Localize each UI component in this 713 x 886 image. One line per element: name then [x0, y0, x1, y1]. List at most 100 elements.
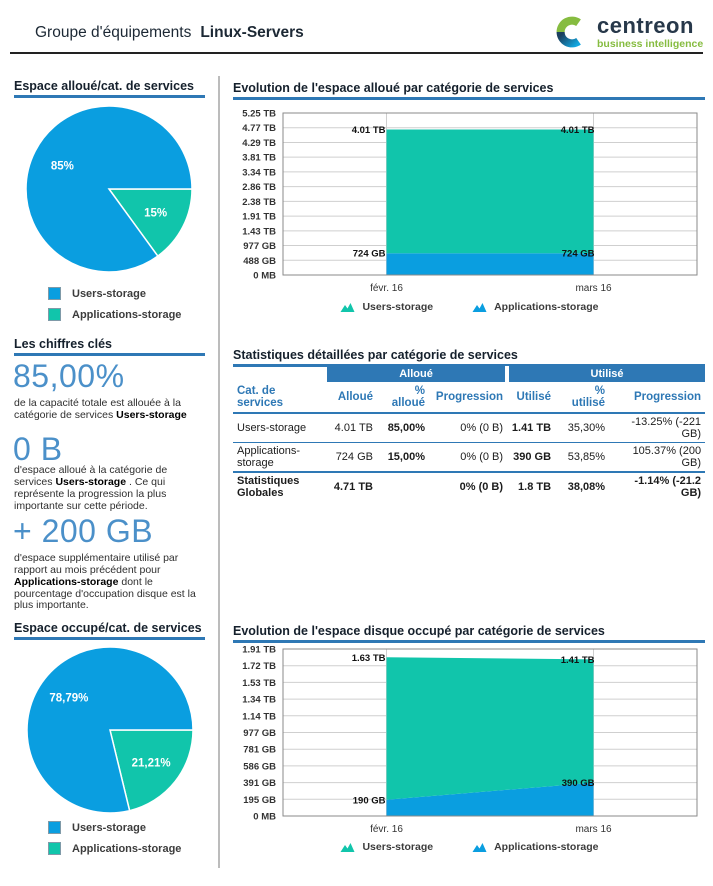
- y-axis-tick-label: 4.77 TB: [242, 123, 276, 134]
- data-point-label: 724 GB: [562, 249, 595, 260]
- allocated-chart-legend: Users-storage Applications-storage: [233, 301, 705, 313]
- allocated-pie-legend: Users-storage Applications-storage: [48, 287, 181, 329]
- col-header: % utilisé: [555, 382, 610, 414]
- legend-item: Users-storage: [48, 821, 181, 834]
- legend-label: Applications-storage: [72, 308, 182, 321]
- legend-item: Users-storage: [339, 841, 433, 853]
- table-cell: 85,00%: [377, 413, 429, 443]
- allocated-area-chart: 5.25 TB 4.77 TB 4.29 TB 3.81 TB 3.34 TB 2.86 …: [242, 109, 698, 294]
- section-title-key-figures: Les chiffres clés: [14, 337, 205, 356]
- stats-table: Alloué Utilisé Cat. de services Alloué %…: [233, 366, 706, 501]
- table-row: Statistiques Globales 4.71 TB 0% (0 B) 1.8 …: [233, 471, 706, 501]
- y-axis-tick-label: 0 MB: [253, 271, 276, 282]
- y-axis-tick-label: 1.34 TB: [242, 695, 276, 706]
- section-title-occupied-pie: Espace occupé/cat. de services: [14, 621, 205, 640]
- pie-slice-label: 78,79%: [49, 693, 88, 705]
- col-header: Alloué: [327, 382, 377, 414]
- table-cell: Statistiques Globales: [233, 471, 327, 501]
- centreon-logo-icon: [556, 16, 581, 48]
- section-title-statistics: Statistiques détaillées par catégorie de…: [233, 348, 705, 367]
- data-point-label: 1.63 TB: [352, 653, 386, 664]
- key-figure-text: d'espace alloué à la catégorie de servic…: [14, 464, 168, 512]
- table-cell: 15,00%: [377, 442, 429, 473]
- y-axis-tick-label: 781 GB: [243, 745, 276, 756]
- table-cell: 53,85%: [555, 442, 610, 473]
- y-axis-tick-label: 0 MB: [253, 812, 276, 823]
- col-header: Utilisé: [507, 382, 556, 414]
- legend-label: Users-storage: [72, 821, 146, 834]
- header-divider: [10, 52, 703, 54]
- table-cell: 1.41 TB: [507, 413, 556, 443]
- occupied-pie-chart: 21,21% 78,79%: [26, 646, 194, 814]
- key-figure-text: d'espace supplémentaire utilisé par rapp…: [14, 552, 196, 612]
- legend-item: Applications-storage: [471, 301, 599, 313]
- plot-border: [282, 112, 698, 276]
- key-figure-value: 0 B: [13, 431, 63, 467]
- legend-label: Applications-storage: [494, 841, 599, 853]
- section-title-allocated-pie: Espace alloué/cat. de services: [14, 79, 205, 98]
- col-header: Progression: [609, 382, 706, 414]
- data-point-label: 390 GB: [562, 778, 595, 789]
- area-icon: [340, 843, 355, 852]
- area-icon: [472, 303, 487, 312]
- table-cell: Applications-storage: [233, 442, 327, 473]
- table-cell: 1.8 TB: [507, 471, 556, 501]
- key-figure-value: + 200 GB: [13, 513, 154, 549]
- x-axis-tick-label: févr. 16: [370, 283, 403, 294]
- applications-storage-swatch-icon: [48, 308, 61, 321]
- allocated-pie-chart: 15% 85%: [25, 105, 193, 273]
- table-cell: 35,30%: [555, 413, 610, 443]
- section-title-allocated-evolution: Evolution de l'espace alloué par catégor…: [233, 81, 705, 100]
- pie-slice-label: 15%: [144, 208, 167, 220]
- pie-slice: [25, 105, 193, 273]
- y-axis-tick-label: 2.86 TB: [242, 182, 276, 193]
- legend-label: Users-storage: [362, 301, 434, 313]
- y-axis-tick-label: 1.91 TB: [242, 212, 276, 223]
- y-axis-tick-label: 977 GB: [243, 241, 276, 252]
- legend-item: Applications-storage: [48, 308, 181, 321]
- pie-slice: [26, 646, 194, 814]
- users-storage-swatch-icon: [48, 287, 61, 300]
- y-axis-tick-label: 3.34 TB: [242, 167, 276, 178]
- table-cell: 724 GB: [327, 442, 377, 473]
- y-axis-tick-label: 1.91 TB: [242, 645, 276, 656]
- page-title-prefix: Groupe d'équipements: [35, 24, 192, 41]
- y-axis-tick-label: 1.72 TB: [242, 661, 276, 672]
- y-axis-tick-label: 391 GB: [243, 778, 276, 789]
- table-cell: -13.25% (-221 GB): [609, 413, 706, 443]
- table-cell: 0% (0 B): [429, 442, 508, 473]
- pie-slice: [107, 188, 193, 258]
- equipment-group-name: Linux-Servers: [200, 24, 304, 41]
- logo-tagline-text: business intelligence: [597, 37, 704, 50]
- table-cell: Users-storage: [233, 413, 327, 443]
- data-point-label: 190 GB: [353, 795, 386, 806]
- col-header: % alloué: [377, 382, 429, 414]
- table-cell: 4.71 TB: [327, 471, 377, 501]
- stats-table-body: Users-storage 4.01 TB 85,00% 0% (0 B) 1.41 T…: [233, 413, 706, 501]
- table-header-row: Cat. de services Alloué % alloué Progres…: [233, 382, 706, 414]
- key-figure-text: de la capacité totale est allouée à la c…: [14, 397, 187, 421]
- y-axis-tick-label: 5.25 TB: [242, 109, 276, 120]
- applications-storage-swatch-icon: [48, 842, 61, 855]
- section-title-occupied-evolution: Evolution de l'espace disque occupé par …: [233, 624, 705, 643]
- area-icon: [472, 843, 487, 852]
- data-point-label: 1.41 TB: [561, 655, 595, 666]
- col-header: Cat. de services: [233, 382, 327, 414]
- table-cell: [377, 471, 429, 501]
- col-header: Progression: [429, 382, 508, 414]
- area-series-users-storage: [386, 657, 594, 800]
- y-axis-tick-label: 2.38 TB: [242, 197, 276, 208]
- legend-label: Users-storage: [362, 841, 434, 853]
- area-icon: [340, 303, 355, 312]
- table-row: Applications-storage 724 GB 15,00% 0% (0 B)…: [233, 442, 706, 473]
- legend-item: Users-storage: [339, 301, 433, 313]
- data-point-label: 4.01 TB: [352, 125, 386, 136]
- occupied-area-chart: 1.91 TB 1.72 TB 1.53 TB 1.34 TB 1.14 TB 977 G…: [242, 645, 698, 835]
- occupied-pie-legend: Users-storage Applications-storage: [48, 821, 181, 863]
- table-cell: 390 GB: [507, 442, 556, 473]
- pie-slice-label: 21,21%: [132, 757, 171, 769]
- group-header-utilise: Utilisé: [505, 366, 706, 382]
- group-header-alloue: Alloué: [327, 366, 508, 382]
- legend-item: Applications-storage: [48, 842, 181, 855]
